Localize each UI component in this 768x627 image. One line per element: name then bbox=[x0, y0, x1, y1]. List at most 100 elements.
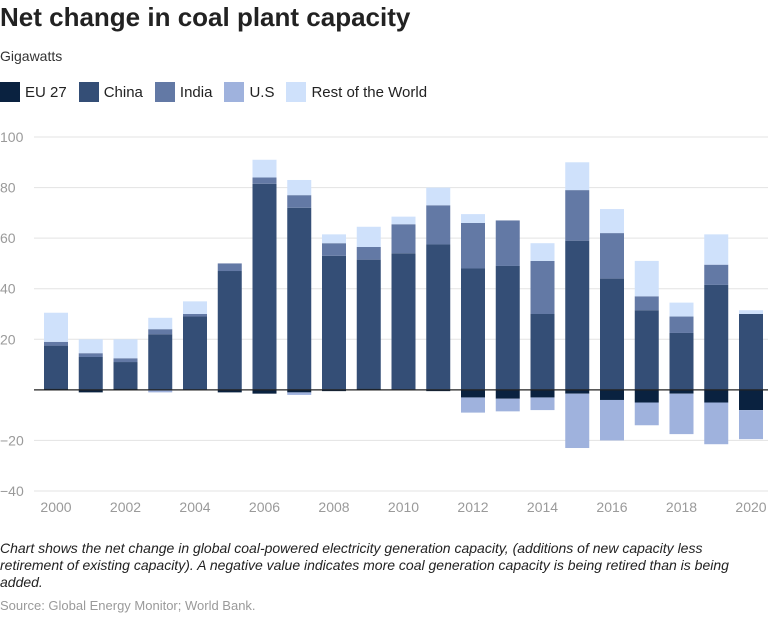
bar-india-2003 bbox=[148, 329, 173, 335]
bar-u-s-2013 bbox=[495, 398, 520, 412]
bar-india-2007 bbox=[287, 195, 312, 208]
bar-u-s-2003 bbox=[148, 389, 173, 393]
bar-eu-27-2014 bbox=[530, 389, 555, 398]
bar-india-2011 bbox=[426, 205, 451, 245]
bar-india-2008 bbox=[322, 243, 346, 256]
bar-india-2012 bbox=[461, 222, 485, 269]
bar-eu-27-2018 bbox=[669, 389, 694, 394]
bar-u-s-2014 bbox=[530, 397, 555, 411]
legend-label-eu27: EU 27 bbox=[25, 83, 67, 101]
bar-eu-27-2020 bbox=[739, 389, 763, 411]
bar-eu-27-2019 bbox=[704, 389, 729, 403]
bar-china-2000 bbox=[44, 345, 68, 389]
bar-china-2013 bbox=[495, 265, 520, 390]
bar-rest-of-the-world-2015 bbox=[565, 162, 590, 191]
bar-india-2017 bbox=[634, 296, 659, 311]
bar-china-2003 bbox=[148, 334, 173, 390]
bar-india-2010 bbox=[391, 224, 416, 254]
x-tick-label-2004: 2004 bbox=[179, 499, 210, 515]
bar-rest-of-the-world-2003 bbox=[148, 317, 173, 330]
chart-source: Source: Global Energy Monitor; World Ban… bbox=[0, 598, 256, 613]
bar-rest-of-the-world-2002 bbox=[113, 339, 138, 359]
bar-rest-of-the-world-2019 bbox=[704, 234, 729, 265]
bar-china-2018 bbox=[669, 332, 694, 390]
bar-u-s-2020 bbox=[739, 410, 763, 440]
bar-india-2019 bbox=[704, 264, 729, 285]
bar-rest-of-the-world-2006 bbox=[252, 159, 277, 178]
bar-eu-27-2017 bbox=[634, 389, 659, 403]
legend-item-india: India bbox=[154, 82, 213, 102]
bar-india-2013 bbox=[495, 220, 520, 266]
bar-china-2011 bbox=[426, 244, 451, 390]
chart-subtitle: Gigawatts bbox=[0, 48, 63, 64]
bar-rest-of-the-world-2009 bbox=[356, 226, 381, 247]
bar-u-s-2012 bbox=[461, 397, 485, 413]
bar-india-2018 bbox=[669, 316, 694, 333]
x-tick-label-2000: 2000 bbox=[40, 499, 71, 515]
bar-rest-of-the-world-2016 bbox=[600, 209, 624, 234]
bar-u-s-2007 bbox=[287, 392, 312, 395]
bar-rest-of-the-world-2017 bbox=[634, 260, 659, 297]
x-tick-label-2008: 2008 bbox=[318, 499, 349, 515]
chart-legend: EU 27 China India U.S Rest of the World bbox=[0, 82, 439, 102]
x-tick-label-2018: 2018 bbox=[666, 499, 697, 515]
bar-india-2000 bbox=[44, 341, 68, 346]
bar-china-2017 bbox=[634, 310, 659, 390]
chart-note: Chart shows the net change in global coa… bbox=[0, 540, 729, 590]
y-tick-label: 80 bbox=[0, 180, 16, 196]
legend-label-rest-of-world: Rest of the World bbox=[311, 83, 428, 101]
y-tick-label: −40 bbox=[0, 483, 24, 499]
legend-item-rest-of-world: Rest of the World bbox=[286, 82, 427, 102]
legend-swatch-rest-of-world bbox=[286, 82, 307, 102]
bar-eu-27-2013 bbox=[495, 389, 520, 399]
bar-eu-27-2016 bbox=[600, 389, 624, 400]
bar-rest-of-the-world-2011 bbox=[426, 187, 451, 206]
legend-swatch-eu27 bbox=[0, 82, 20, 102]
bar-china-2006 bbox=[252, 183, 277, 390]
bar-china-2005 bbox=[217, 271, 242, 390]
legend-swatch-china bbox=[78, 82, 99, 102]
bar-rest-of-the-world-2004 bbox=[183, 301, 207, 314]
bar-china-2012 bbox=[461, 268, 485, 390]
x-tick-label-2002: 2002 bbox=[110, 499, 141, 515]
y-tick-label: 40 bbox=[0, 281, 16, 297]
bar-india-2009 bbox=[356, 246, 381, 260]
bar-u-s-2016 bbox=[600, 399, 624, 441]
bar-rest-of-the-world-2014 bbox=[530, 243, 555, 261]
bar-china-2010 bbox=[391, 253, 416, 390]
bar-china-2020 bbox=[739, 314, 763, 390]
x-tick-label-2016: 2016 bbox=[596, 499, 627, 515]
bar-india-2001 bbox=[78, 353, 103, 357]
legend-item-china: China bbox=[78, 82, 143, 102]
legend-item-us: U.S bbox=[224, 82, 274, 102]
y-tick-label: 20 bbox=[0, 331, 16, 347]
x-tick-label-2014: 2014 bbox=[527, 499, 558, 515]
x-tick-label-2012: 2012 bbox=[457, 499, 488, 515]
legend-label-china: China bbox=[103, 83, 143, 101]
bar-eu-27-2015 bbox=[565, 389, 590, 394]
bar-eu-27-2001 bbox=[78, 389, 103, 393]
bar-india-2002 bbox=[113, 358, 138, 363]
bar-eu-27-2005 bbox=[217, 389, 242, 393]
bar-china-2016 bbox=[600, 278, 624, 390]
legend-swatch-india bbox=[154, 82, 175, 102]
bar-eu-27-2012 bbox=[461, 389, 485, 398]
bar-u-s-2019 bbox=[704, 402, 729, 445]
bar-u-s-2018 bbox=[669, 393, 694, 435]
bar-u-s-2015 bbox=[565, 393, 590, 449]
y-tick-label: 60 bbox=[0, 230, 16, 246]
legend-label-us: U.S bbox=[249, 83, 275, 101]
bar-eu-27-2007 bbox=[287, 389, 312, 393]
bar-china-2014 bbox=[530, 314, 555, 390]
bar-china-2015 bbox=[565, 240, 590, 390]
bar-india-2006 bbox=[252, 177, 277, 184]
bar-rest-of-the-world-2018 bbox=[669, 302, 694, 317]
legend-label-india: India bbox=[179, 83, 213, 101]
x-tick-label-2020: 2020 bbox=[735, 499, 766, 515]
x-tick-label-2010: 2010 bbox=[388, 499, 419, 515]
bar-rest-of-the-world-2001 bbox=[78, 339, 103, 354]
bar-rest-of-the-world-2010 bbox=[391, 216, 416, 225]
bar-india-2014 bbox=[530, 260, 555, 314]
bar-eu-27-2006 bbox=[252, 389, 277, 394]
